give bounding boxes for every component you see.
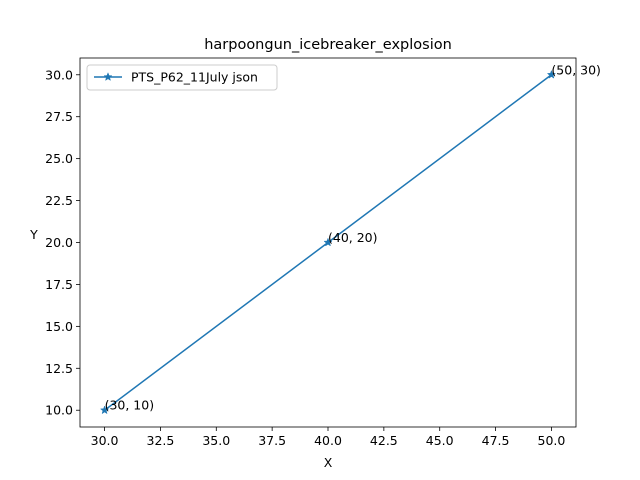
x-axis-ticks: 30.0 32.5 35.0 37.5 40.0 42.5 45.0 47.5 50.0 — [91, 427, 566, 448]
data-point-star — [546, 69, 557, 79]
data-point-label: (30, 10) — [105, 398, 155, 413]
y-tick-label: 10.0 — [45, 403, 73, 418]
y-tick-label: 25.0 — [45, 151, 73, 166]
y-tick-label: 20.0 — [45, 235, 73, 250]
x-tick-label: 37.5 — [258, 433, 286, 448]
y-tick-label: 17.5 — [45, 277, 73, 292]
x-tick-label: 50.0 — [538, 433, 566, 448]
y-axis-ticks: 10.0 12.5 15.0 17.5 20.0 22.5 25.0 27.5 30.0 — [45, 67, 80, 418]
plot-frame — [79, 57, 577, 428]
x-tick-label: 30.0 — [91, 433, 119, 448]
data-point-star — [323, 237, 333, 247]
y-tick-label: 22.5 — [45, 193, 73, 208]
chart-title: harpoongun_icebreaker_explosion — [204, 37, 452, 53]
x-tick-label: 32.5 — [147, 433, 175, 448]
y-tick-label: 12.5 — [45, 361, 73, 376]
y-tick-label: 30.0 — [45, 67, 73, 82]
x-axis-label: X — [324, 455, 333, 470]
data-labels: (30, 10)(40, 20)(50, 30) — [105, 62, 601, 412]
y-axis-label: Y — [29, 227, 38, 242]
x-tick-label: 45.0 — [426, 433, 454, 448]
legend-marker-star — [103, 72, 113, 81]
data-point-label: (40, 20) — [328, 230, 378, 245]
legend: PTS_P62_11July json — [86, 64, 278, 91]
series-layer — [99, 69, 557, 415]
x-tick-label: 42.5 — [370, 433, 398, 448]
x-tick-label: 40.0 — [314, 433, 342, 448]
legend-label: PTS_P62_11July json — [131, 70, 258, 85]
y-tick-label: 15.0 — [45, 319, 73, 334]
legend-box — [86, 64, 278, 91]
data-point-star — [99, 405, 110, 415]
y-tick-label: 27.5 — [45, 109, 73, 124]
x-tick-label: 35.0 — [202, 433, 230, 448]
x-tick-label: 47.5 — [482, 433, 510, 448]
